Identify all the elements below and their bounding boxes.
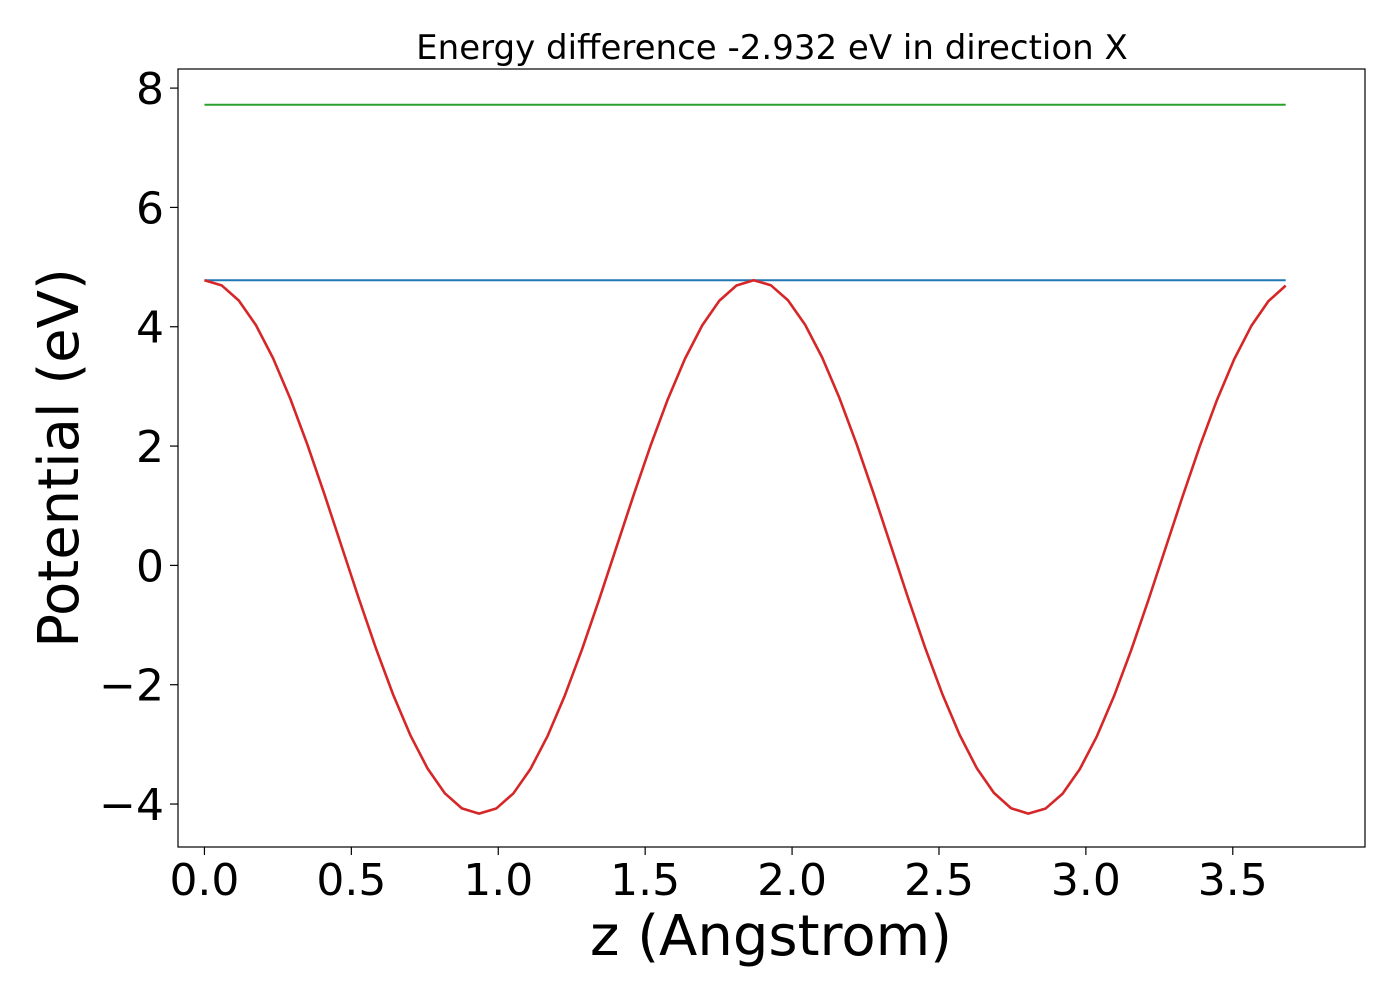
x-tick-label: 2.0 — [757, 855, 827, 906]
y-axis-ticks: −4 −2 0 2 4 6 8 — [99, 64, 178, 831]
x-tick-label: 1.5 — [610, 855, 680, 906]
x-tick-label: 2.5 — [904, 855, 974, 906]
y-tick-label: −4 — [99, 780, 164, 831]
y-tick-label: 8 — [136, 64, 164, 115]
y-tick-label: 6 — [136, 183, 164, 234]
plot-area-frame — [177, 68, 1366, 848]
y-tick-label: 0 — [136, 541, 164, 592]
chart-title: Energy difference -2.932 eV in direction… — [416, 28, 1128, 68]
series-layer — [204, 103, 1287, 815]
x-axis-label: z (Angstrom) — [590, 904, 952, 969]
y-tick-label: −2 — [99, 661, 164, 712]
x-tick-label: 1.0 — [463, 855, 533, 906]
x-tick-label: 3.0 — [1051, 855, 1121, 906]
y-tick-label: 2 — [136, 422, 164, 473]
series-line-3 — [204, 278, 1287, 815]
x-axis-ticks: 0.0 0.5 1.0 1.5 2.0 2.5 3.0 3.5 — [169, 847, 1268, 906]
x-tick-label: 0.5 — [316, 855, 386, 906]
y-tick-label: 4 — [136, 303, 164, 354]
y-axis-label: Potential (eV) — [27, 268, 92, 648]
x-tick-label: 3.5 — [1198, 855, 1268, 906]
x-tick-label: 0.0 — [169, 855, 239, 906]
